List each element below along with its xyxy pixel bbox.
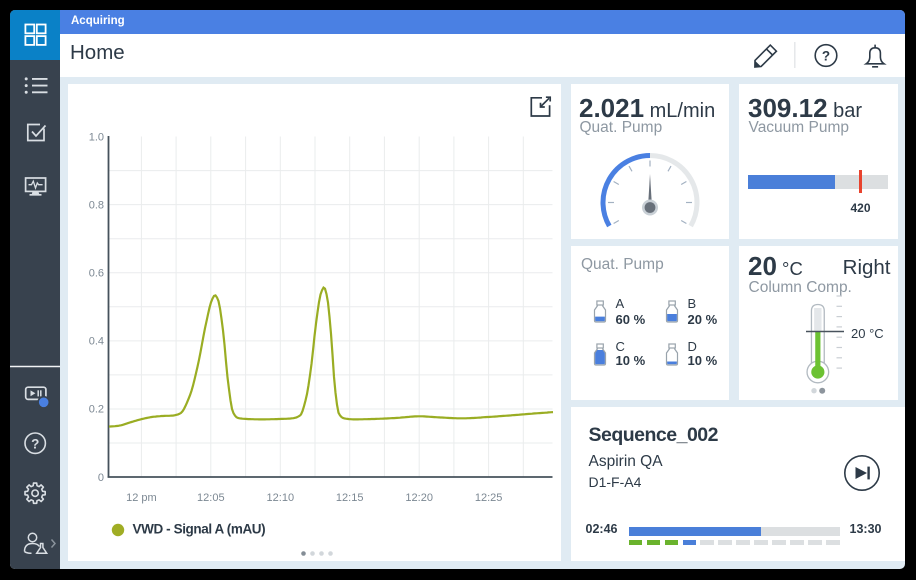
svg-text:0.6: 0.6 [89, 268, 104, 280]
svg-text:12:25: 12:25 [475, 492, 503, 504]
svg-text:?: ? [31, 437, 39, 452]
svg-text:0.4: 0.4 [89, 336, 104, 348]
svg-text:12:20: 12:20 [405, 492, 433, 504]
svg-text:12:10: 12:10 [267, 492, 295, 504]
svg-text:?: ? [822, 48, 830, 63]
svg-text:0: 0 [98, 472, 104, 484]
svg-text:VWD - Signal A (mAU): VWD - Signal A (mAU) [133, 522, 266, 537]
svg-text:0.2: 0.2 [89, 404, 104, 416]
svg-text:12:15: 12:15 [336, 492, 364, 504]
svg-text:1.0: 1.0 [89, 131, 104, 143]
svg-text:0.8: 0.8 [89, 199, 104, 211]
svg-text:12 pm: 12 pm [126, 492, 157, 504]
svg-text:12:05: 12:05 [197, 492, 225, 504]
